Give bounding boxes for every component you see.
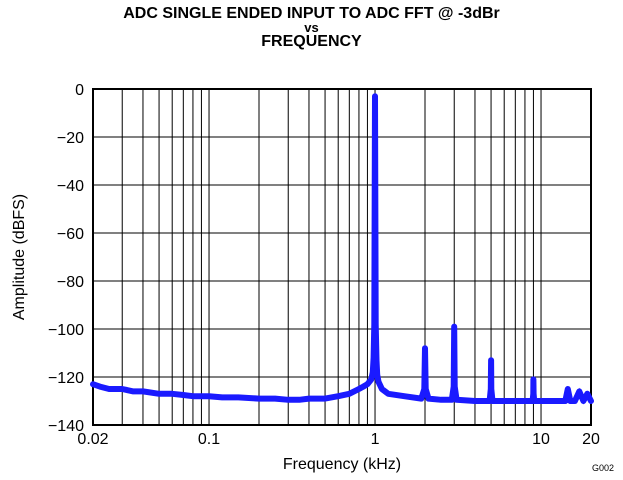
series-line	[92, 96, 593, 405]
series-layer	[90, 93, 594, 405]
x-tick-label: 0.1	[198, 431, 220, 448]
y-tick-label: −120	[48, 370, 84, 387]
y-tick-label: −40	[57, 178, 84, 195]
x-tick-label: 10	[532, 431, 550, 448]
y-axis-label: Amplitude (dBFS)	[11, 194, 28, 320]
x-tick-label: 20	[582, 431, 600, 448]
series-line-band	[90, 93, 594, 404]
chart-title: ADC SINGLE ENDED INPUT TO ADC FFT @ -3dB…	[0, 5, 623, 50]
chart-title-line-1: ADC SINGLE ENDED INPUT TO ADC FFT @ -3dB…	[123, 5, 500, 22]
figure-code: G002	[591, 463, 614, 473]
y-tick-label: −140	[48, 418, 84, 435]
y-tick-labels: 0 −20 −40 −60 −80 −100 −120 −140	[48, 82, 84, 435]
y-tick-label: −100	[48, 322, 84, 339]
x-axis-label: Frequency (kHz)	[283, 456, 401, 473]
y-tick-label: −60	[57, 226, 84, 243]
y-tick-label: 0	[75, 82, 84, 99]
chart-title-line-2: vs	[304, 20, 319, 35]
y-tick-label: −20	[57, 130, 84, 147]
plot-frame	[92, 88, 592, 426]
x-tick-label: 0.02	[77, 431, 108, 448]
grid	[93, 89, 591, 425]
x-tick-label: 1	[371, 431, 380, 448]
y-tick-label: −80	[57, 274, 84, 291]
x-tick-labels: 0.02 0.1 1 10 20	[77, 431, 600, 448]
chart-title-line-3: FREQUENCY	[261, 33, 362, 50]
